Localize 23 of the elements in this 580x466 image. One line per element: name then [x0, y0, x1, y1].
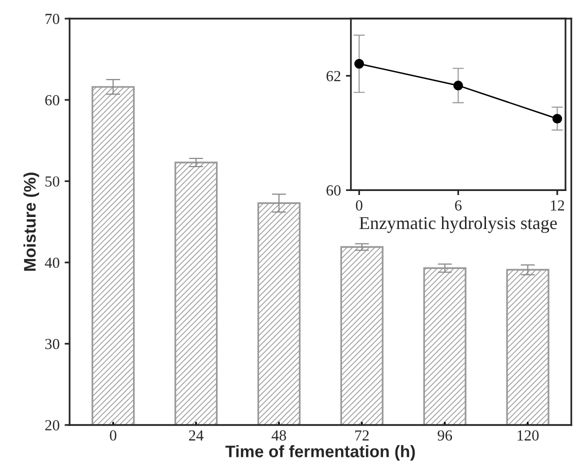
x-tick-label: 12: [550, 200, 564, 210]
point: [453, 80, 464, 90]
y-tick-label: 30: [45, 338, 60, 350]
y-tick-label: 60: [326, 185, 341, 196]
x-tick-label: 0: [110, 430, 116, 441]
x-tick-label: 72: [355, 430, 369, 440]
x-axis-title: Enzymatic hydrolysis stage: [359, 216, 557, 233]
y-tick-label: 40: [44, 258, 60, 268]
y-tick-label: 20: [45, 420, 60, 430]
x-axis-title: Time of fermentation (h): [225, 445, 415, 461]
y-tick-label: 50: [45, 176, 60, 187]
y-tick-label: 70: [46, 14, 60, 24]
point: [354, 58, 364, 69]
y-tick-label: 62: [326, 70, 340, 82]
y-axis-title: Moisture (%): [24, 172, 40, 271]
x-tick-label: 24: [189, 430, 204, 440]
x-tick-label: 0: [356, 200, 362, 211]
x-tick-label: 48: [272, 430, 286, 441]
x-tick-label: 120: [518, 430, 539, 441]
x-tick-label: 96: [438, 430, 452, 441]
y-tick-label: 60: [45, 95, 60, 106]
x-tick-label: 6: [455, 200, 462, 211]
point: [552, 114, 562, 124]
